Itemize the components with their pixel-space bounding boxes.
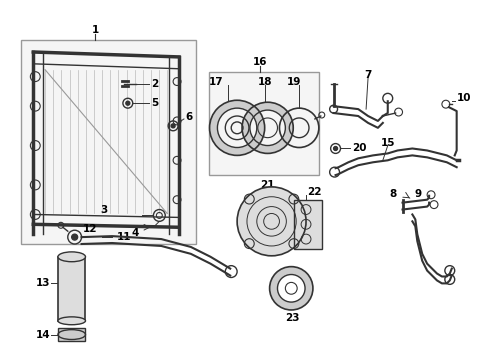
Text: 7: 7 — [364, 69, 371, 80]
Text: 8: 8 — [388, 189, 395, 199]
Text: 19: 19 — [286, 77, 301, 86]
Text: 17: 17 — [209, 77, 224, 86]
Text: 2: 2 — [151, 78, 159, 89]
Bar — [58, 257, 85, 321]
Text: 4: 4 — [131, 228, 139, 238]
Bar — [294, 200, 321, 249]
Circle shape — [288, 239, 298, 248]
Text: 16: 16 — [252, 57, 266, 67]
Circle shape — [171, 124, 175, 128]
Text: 18: 18 — [257, 77, 271, 86]
Circle shape — [125, 101, 129, 105]
Circle shape — [333, 147, 337, 150]
Text: 1: 1 — [92, 25, 99, 35]
Wedge shape — [242, 102, 293, 153]
Text: 9: 9 — [414, 189, 421, 199]
Wedge shape — [209, 100, 264, 156]
Text: 15: 15 — [380, 138, 394, 148]
Ellipse shape — [58, 252, 85, 262]
Text: 23: 23 — [285, 313, 299, 323]
Bar — [21, 40, 195, 244]
Circle shape — [244, 194, 254, 204]
Text: 22: 22 — [306, 187, 321, 197]
Circle shape — [72, 234, 78, 240]
Circle shape — [244, 239, 254, 248]
Text: 14: 14 — [36, 329, 50, 339]
Bar — [58, 328, 85, 342]
Ellipse shape — [58, 317, 85, 325]
Text: 13: 13 — [36, 278, 50, 288]
Text: 10: 10 — [456, 93, 470, 103]
Text: 6: 6 — [184, 112, 192, 122]
Text: 11: 11 — [117, 232, 131, 242]
Bar — [208, 72, 318, 175]
Text: 3: 3 — [101, 204, 107, 215]
Text: 12: 12 — [82, 224, 97, 234]
Text: 5: 5 — [151, 98, 159, 108]
Circle shape — [237, 187, 305, 256]
Text: 20: 20 — [351, 144, 366, 153]
Text: 21: 21 — [260, 180, 274, 190]
Circle shape — [288, 194, 298, 204]
Wedge shape — [269, 267, 312, 310]
